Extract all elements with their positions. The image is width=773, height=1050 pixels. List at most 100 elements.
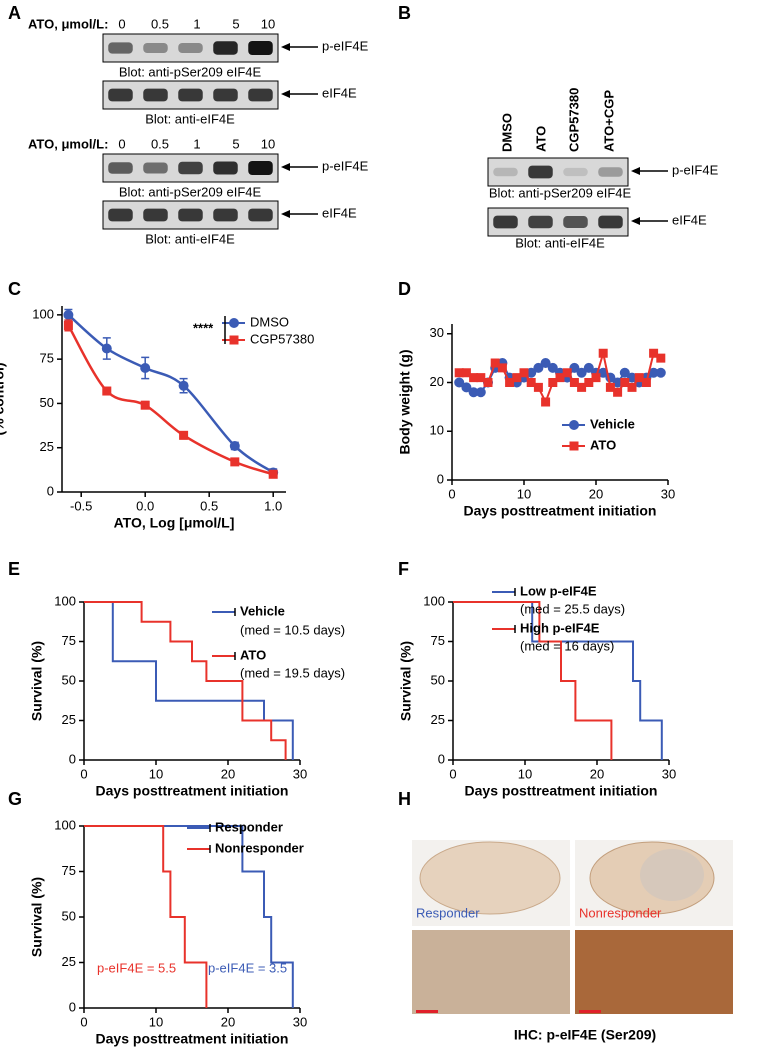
legend-label: Vehicle xyxy=(590,416,635,431)
x-tick-label: 0 xyxy=(449,766,456,781)
data-point xyxy=(648,367,659,378)
y-axis-label: Body weight (g) xyxy=(397,350,413,455)
blot-band xyxy=(178,208,203,222)
blot-label: Blot: anti-pSer209 eIF4E xyxy=(119,184,262,199)
blot-band xyxy=(213,161,238,175)
data-point xyxy=(475,387,486,398)
x-tick-label: 0.5 xyxy=(200,498,218,513)
fit-curve xyxy=(67,313,274,474)
data-point xyxy=(576,367,587,378)
dose: 0 xyxy=(118,16,125,31)
band-label: eIF4E xyxy=(322,85,357,100)
legend-label: Low p-eIF4E xyxy=(520,583,597,598)
y-tick-label: 0 xyxy=(438,751,445,766)
x-tick-label: 1.0 xyxy=(264,498,282,513)
data-point xyxy=(540,358,551,368)
blot-band xyxy=(108,208,133,222)
blot-band xyxy=(248,88,273,102)
blot-band xyxy=(178,42,203,54)
data-point xyxy=(505,378,515,387)
x-tick-label: 10 xyxy=(149,1014,163,1029)
legend-label: High p-eIF4E xyxy=(520,620,600,635)
y-tick-label: 10 xyxy=(430,423,444,438)
x-tick-label: 30 xyxy=(293,1014,307,1029)
x-tick-label: 30 xyxy=(662,766,676,781)
y-tick-label: 25 xyxy=(62,954,76,969)
panel-label: G xyxy=(8,789,22,809)
data-point xyxy=(655,367,666,378)
data-point xyxy=(533,362,544,373)
lane-label: DMSO xyxy=(499,113,514,152)
y-tick-label: 75 xyxy=(62,633,76,648)
x-tick-label: 0 xyxy=(448,486,455,501)
dose: 0.5 xyxy=(151,16,169,31)
survival-curve xyxy=(453,601,613,760)
y-axis-label: Survival (%) xyxy=(29,641,45,721)
data-point xyxy=(497,363,507,373)
blot-band xyxy=(213,88,238,102)
data-point xyxy=(634,373,644,383)
blot-band xyxy=(178,161,203,175)
data-point xyxy=(548,378,558,387)
ihc-images: Responder Nonresponder IHC: p-eIF4E (Ser… xyxy=(412,840,733,1043)
blot-band xyxy=(108,42,133,54)
blot-band xyxy=(248,41,273,55)
annotation: (med = 16 days) xyxy=(520,638,614,653)
y-tick-label: 0 xyxy=(47,483,54,498)
blot-label: Blot: anti-eIF4E xyxy=(145,111,235,126)
band-label: p-eIF4E xyxy=(672,162,719,177)
data-point xyxy=(512,373,522,383)
y-tick-label: 50 xyxy=(62,908,76,923)
y-tick-label: 25 xyxy=(431,712,445,727)
data-point xyxy=(547,362,558,373)
scale-bar xyxy=(416,1010,438,1013)
annotation: p-eIF4E = 3.5 xyxy=(208,960,287,975)
arrow-head xyxy=(281,43,290,51)
legend-label: CGP57380 xyxy=(250,331,314,346)
y-tick-label: 75 xyxy=(40,351,54,366)
y-tick-label: 75 xyxy=(62,863,76,878)
legend-marker xyxy=(229,318,239,328)
data-point xyxy=(140,400,150,410)
legend-label: Nonresponder xyxy=(215,840,304,855)
ihc-section xyxy=(419,841,561,915)
blot-band xyxy=(563,216,588,228)
blot-label: Blot: anti-pSer209 eIF4E xyxy=(489,185,632,200)
x-tick-label: 20 xyxy=(590,766,604,781)
data-point xyxy=(178,380,189,391)
data-point xyxy=(468,387,479,398)
x-tick-label: 20 xyxy=(221,1014,235,1029)
data-point xyxy=(454,368,464,378)
ihc-label: Responder xyxy=(416,905,480,920)
data-point xyxy=(454,377,465,388)
dose: 5 xyxy=(232,16,239,31)
data-point xyxy=(577,382,587,392)
data-point xyxy=(102,386,112,396)
survival-curve xyxy=(453,601,663,760)
y-tick-label: 75 xyxy=(431,633,445,648)
dose: 1 xyxy=(193,136,200,151)
data-point xyxy=(526,367,537,378)
band-label: p-eIF4E xyxy=(322,158,369,173)
x-tick-label: 20 xyxy=(221,766,235,781)
data-point xyxy=(230,457,240,467)
data-point xyxy=(619,367,630,378)
x-axis-label: Days posttreatment initiation xyxy=(465,783,658,799)
data-point xyxy=(63,320,73,330)
dose: 0 xyxy=(118,136,125,151)
panel-label: E xyxy=(8,559,20,579)
y-tick-label: 50 xyxy=(40,395,54,410)
data-point xyxy=(569,378,579,387)
y-tick-label: 20 xyxy=(430,374,444,389)
blot-band xyxy=(213,41,238,55)
y-tick-label: 50 xyxy=(62,672,76,687)
blot-band xyxy=(213,208,238,222)
x-tick-label: -0.5 xyxy=(70,498,92,513)
blot-label: Blot: anti-pSer209 eIF4E xyxy=(119,64,262,79)
panel-label: H xyxy=(398,789,411,809)
data-point xyxy=(598,348,608,358)
significance: **** xyxy=(193,320,214,335)
data-point xyxy=(569,362,580,373)
dose: 10 xyxy=(261,16,275,31)
